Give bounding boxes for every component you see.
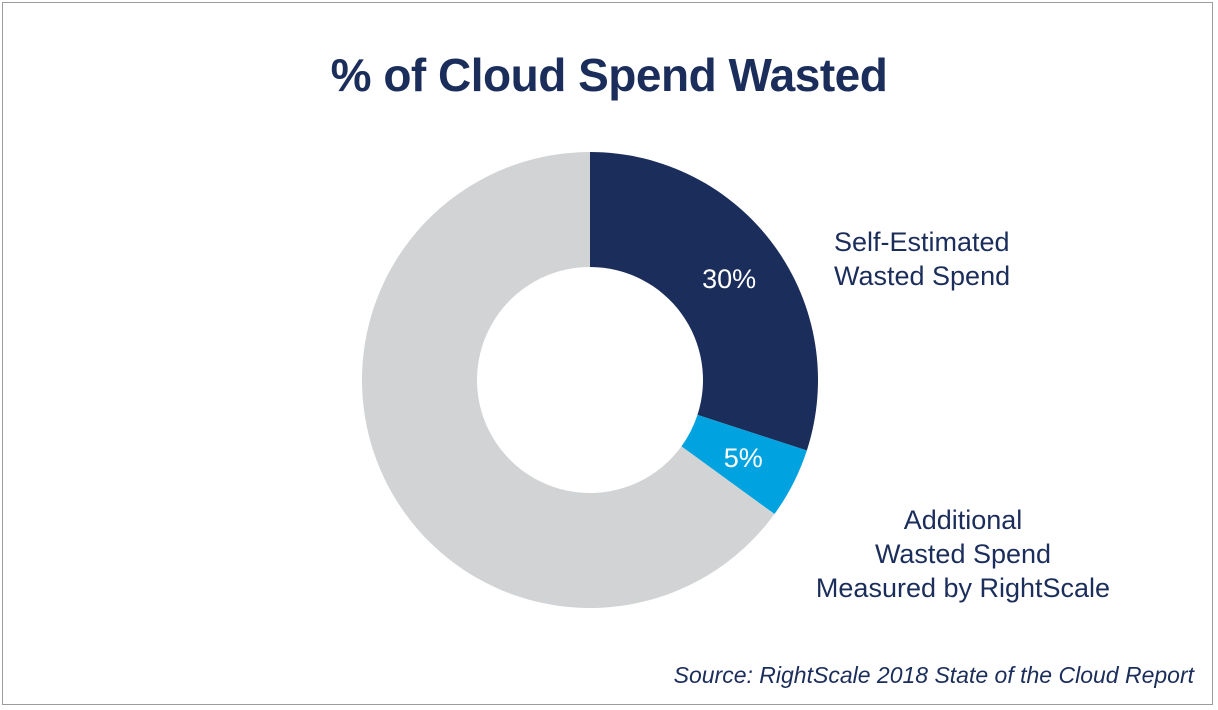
slice-value-label-0: 30%: [702, 264, 756, 294]
slice-label-additional: Additional Wasted Spend Measured by Righ…: [780, 503, 1146, 605]
slice-value-label-1: 5%: [724, 443, 763, 473]
slice-label-line: Additional: [903, 505, 1023, 535]
slice-label-line: Wasted Spend: [834, 261, 1011, 291]
donut-slices: [361, 152, 818, 609]
donut-slice-0: [590, 152, 818, 451]
donut-slice-1: [681, 414, 807, 515]
chart-title: % of Cloud Spend Wasted: [330, 49, 888, 101]
donut-value-labels: 30% 5%: [702, 264, 763, 473]
slice-label-line: Measured by RightScale: [815, 573, 1111, 603]
slice-label-self-estimated: Self-Estimated Wasted Spend: [834, 225, 1010, 293]
donut-slice-2: [361, 152, 775, 609]
slice-label-line: Self-Estimated: [834, 227, 1010, 257]
slice-label-line: Wasted Spend: [874, 539, 1052, 569]
source-note: Source: RightScale 2018 State of the Clo…: [673, 662, 1194, 688]
